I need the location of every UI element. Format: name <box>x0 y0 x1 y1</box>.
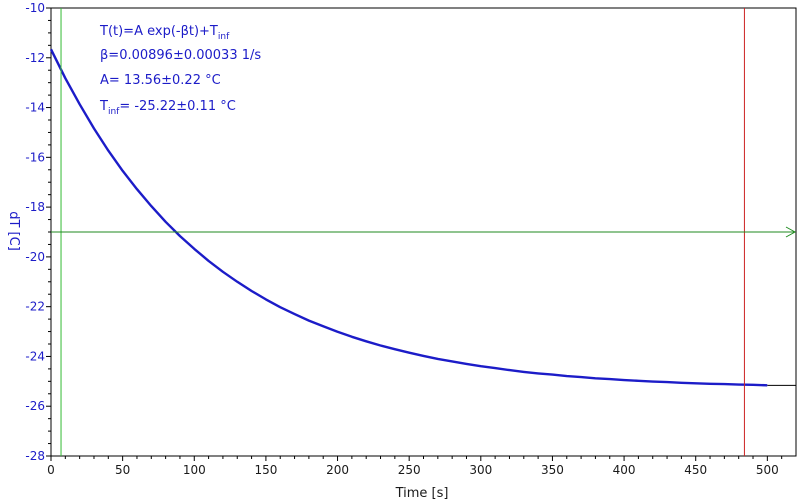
x-tick-label: 50 <box>115 463 130 477</box>
fit-tinf-label: Tinf= -25.22±0.11 °C <box>99 99 236 117</box>
x-axis-title: Time [s] <box>395 486 449 501</box>
x-tick-label: 450 <box>684 463 707 477</box>
x-tick-label: 100 <box>183 463 206 477</box>
data-series-line <box>49 48 768 387</box>
horizontal-cursor-arrow <box>785 226 797 238</box>
x-tick-label: 200 <box>326 463 349 477</box>
fit-model-label: T(t)=A exp(-βt)+Tinf <box>99 24 230 42</box>
y-tick-label: -18 <box>25 200 45 214</box>
x-tick-label: 0 <box>47 463 55 477</box>
x-tick-label: 300 <box>469 463 492 477</box>
y-tick-label: -10 <box>25 1 45 15</box>
x-tick-label: 400 <box>613 463 636 477</box>
fit-beta-label: β=0.00896±0.00033 1/s <box>100 48 261 63</box>
y-tick-label: -24 <box>25 349 45 363</box>
y-tick-label: -12 <box>25 51 45 65</box>
x-tick-label: 250 <box>398 463 421 477</box>
x-tick-label: 350 <box>541 463 564 477</box>
x-tick-label: 150 <box>254 463 277 477</box>
y-tick-label: -22 <box>25 300 45 314</box>
y-axis-title: dT [C] <box>6 211 21 251</box>
y-tick-label: -20 <box>25 250 45 264</box>
fit-annotation: T(t)=A exp(-βt)+Tinf β=0.00896±0.00033 1… <box>99 24 261 117</box>
y-tick-label: -16 <box>25 150 45 164</box>
x-tick-label: 500 <box>756 463 779 477</box>
fit-a-label: A= 13.56±0.22 °C <box>100 73 221 88</box>
y-tick-label: -14 <box>25 101 45 115</box>
data-layer <box>49 8 797 456</box>
y-tick-label: -26 <box>25 399 45 413</box>
axes-layer: 0 50 100 150 200 250 300 350 400 450 500 -10 -12 -14 -… <box>25 1 783 477</box>
y-tick-label: -28 <box>25 449 45 463</box>
